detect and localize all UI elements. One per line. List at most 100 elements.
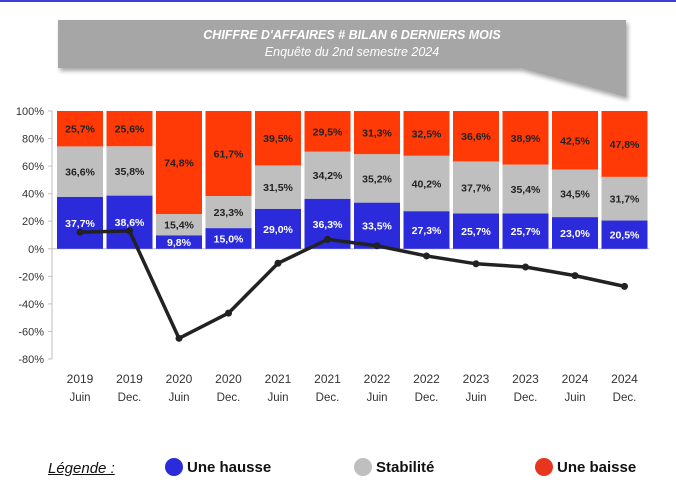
bar-value-label: 31,5%	[263, 182, 293, 194]
bar-value-label: 32,5%	[412, 128, 442, 140]
bar-segment-hausse	[354, 202, 400, 249]
bar-segment-baisse	[156, 111, 202, 215]
bar-value-label: 35,8%	[115, 166, 145, 178]
bar-segment-baisse	[552, 111, 598, 170]
bar-value-label: 20,5%	[610, 230, 640, 242]
bar-segment-baisse	[601, 111, 648, 177]
balance-point	[274, 259, 282, 267]
bar-segment-baisse	[205, 111, 252, 197]
bar-value-label: 36,6%	[461, 131, 491, 143]
bar-segment-stabilite	[354, 154, 400, 203]
legend-label-baisse: Une baisse	[557, 458, 637, 476]
bar-value-label: 31,3%	[362, 128, 392, 140]
x-tick-year: 2020	[215, 372, 242, 386]
balance-line-group	[76, 227, 628, 342]
x-tick-period: Dec.	[613, 392, 637, 404]
bar-value-label: 15,0%	[214, 233, 244, 245]
bar-segment-baisse	[403, 111, 450, 156]
x-tick-year: 2019	[116, 372, 143, 386]
x-tick-period: Juin	[366, 392, 387, 404]
bar-value-label: 61,7%	[214, 149, 244, 161]
balance-point	[373, 242, 381, 250]
bar-segment-hausse	[156, 235, 202, 249]
balance-point	[423, 252, 430, 260]
bar-value-label: 39,5%	[263, 133, 293, 145]
legend-title: Légende :	[48, 460, 115, 477]
balance-point	[76, 228, 84, 236]
bar-segment-stabilite	[403, 155, 450, 212]
x-tick-year: 2019	[67, 372, 94, 386]
bar-value-label: 25,6%	[115, 124, 145, 136]
bar-value-label: 37,7%	[461, 182, 491, 194]
bar-segment-stabilite	[156, 214, 202, 236]
title-callout-shape	[58, 20, 626, 97]
y-tick-label: -60%	[18, 326, 44, 338]
bar-value-label: 42,5%	[560, 135, 590, 147]
y-tick-label: 0%	[28, 244, 44, 256]
bar-segment-baisse	[255, 111, 301, 166]
bar-value-label: 38,6%	[115, 217, 145, 229]
bar-segment-baisse	[354, 111, 400, 155]
bar-value-label: 31,7%	[610, 194, 640, 206]
balance-line	[79, 229, 625, 341]
bar-labels: 37,7% 36,6% 25,7% 38,6% 35,8% 25,6% 9,8% 15,4% 7…	[65, 124, 640, 249]
x-tick-period: Dec.	[217, 392, 241, 404]
chart-subtitle: Enquête du 2nd semestre 2024	[265, 45, 439, 59]
bar-value-label: 36,3%	[313, 219, 343, 231]
x-tick-year: 2024	[562, 372, 589, 386]
bar-segment-baisse	[304, 111, 351, 152]
x-tick-year: 2022	[364, 372, 391, 386]
y-tick-label: -20%	[18, 271, 44, 283]
legend: Légende : Une hausse Stabilité Une baiss…	[0, 458, 676, 488]
y-tick-label: -80%	[18, 354, 44, 366]
x-tick-year: 2024	[611, 372, 638, 386]
bar-segment-stabilite	[57, 146, 103, 197]
bar-segment-hausse	[205, 228, 252, 249]
bar-value-label: 40,2%	[412, 178, 442, 190]
legend-item-baisse: Une baisse	[535, 458, 636, 476]
bar-segment-baisse	[106, 111, 153, 147]
balance-point	[571, 272, 579, 280]
x-tick-year: 2021	[265, 372, 292, 386]
bar-value-label: 37,7%	[65, 218, 95, 230]
chart: CHIFFRE D'AFFAIRES # BILAN 6 DERNIERS MO…	[16, 20, 650, 404]
bar-value-label: 9,8%	[167, 237, 192, 249]
x-tick-period: Dec.	[118, 392, 142, 404]
bar-segment-stabilite	[453, 161, 499, 214]
bars	[57, 111, 648, 249]
bar-value-label: 35,4%	[511, 184, 541, 196]
bar-value-label: 34,5%	[560, 188, 590, 200]
y-tick-label: 80%	[22, 134, 44, 146]
bar-value-label: 38,9%	[511, 133, 541, 145]
y-axis: 100% 80% 60% 40% 20% 0% -20% -40% -60% -80%	[16, 106, 650, 366]
bar-segment-hausse	[106, 195, 153, 249]
y-tick-label: 20%	[22, 216, 44, 228]
bar-value-label: 25,7%	[461, 226, 491, 238]
x-tick-year: 2023	[512, 372, 539, 386]
bar-segment-hausse	[601, 220, 648, 249]
balance-point	[621, 282, 628, 290]
bar-value-label: 23,3%	[214, 207, 244, 219]
x-tick-period: Dec.	[514, 392, 538, 404]
x-tick-period: Dec.	[316, 392, 340, 404]
bar-segment-hausse	[552, 217, 598, 249]
x-tick-year: 2021	[314, 372, 341, 386]
bar-value-label: 25,7%	[511, 226, 541, 238]
bar-value-label: 27,3%	[412, 225, 442, 237]
y-tick-label: 100%	[16, 106, 44, 118]
chart-title: CHIFFRE D'AFFAIRES # BILAN 6 DERNIERS MO…	[203, 28, 501, 42]
balance-point	[522, 263, 529, 271]
bar-value-label: 29,5%	[313, 126, 343, 138]
bar-segment-hausse	[255, 208, 301, 249]
x-tick-year: 2020	[166, 372, 193, 386]
legend-swatch-hausse	[165, 458, 183, 476]
bar-segment-stabilite	[502, 164, 549, 214]
x-tick-period: Juin	[564, 392, 585, 404]
x-tick-year: 2022	[413, 372, 440, 386]
y-tick-label: -40%	[18, 299, 44, 311]
balance-point	[126, 227, 133, 235]
legend-label-hausse: Une hausse	[187, 458, 272, 476]
bar-value-label: 47,8%	[610, 139, 640, 151]
balance-point	[175, 334, 183, 342]
x-tick-period: Juin	[168, 392, 189, 404]
